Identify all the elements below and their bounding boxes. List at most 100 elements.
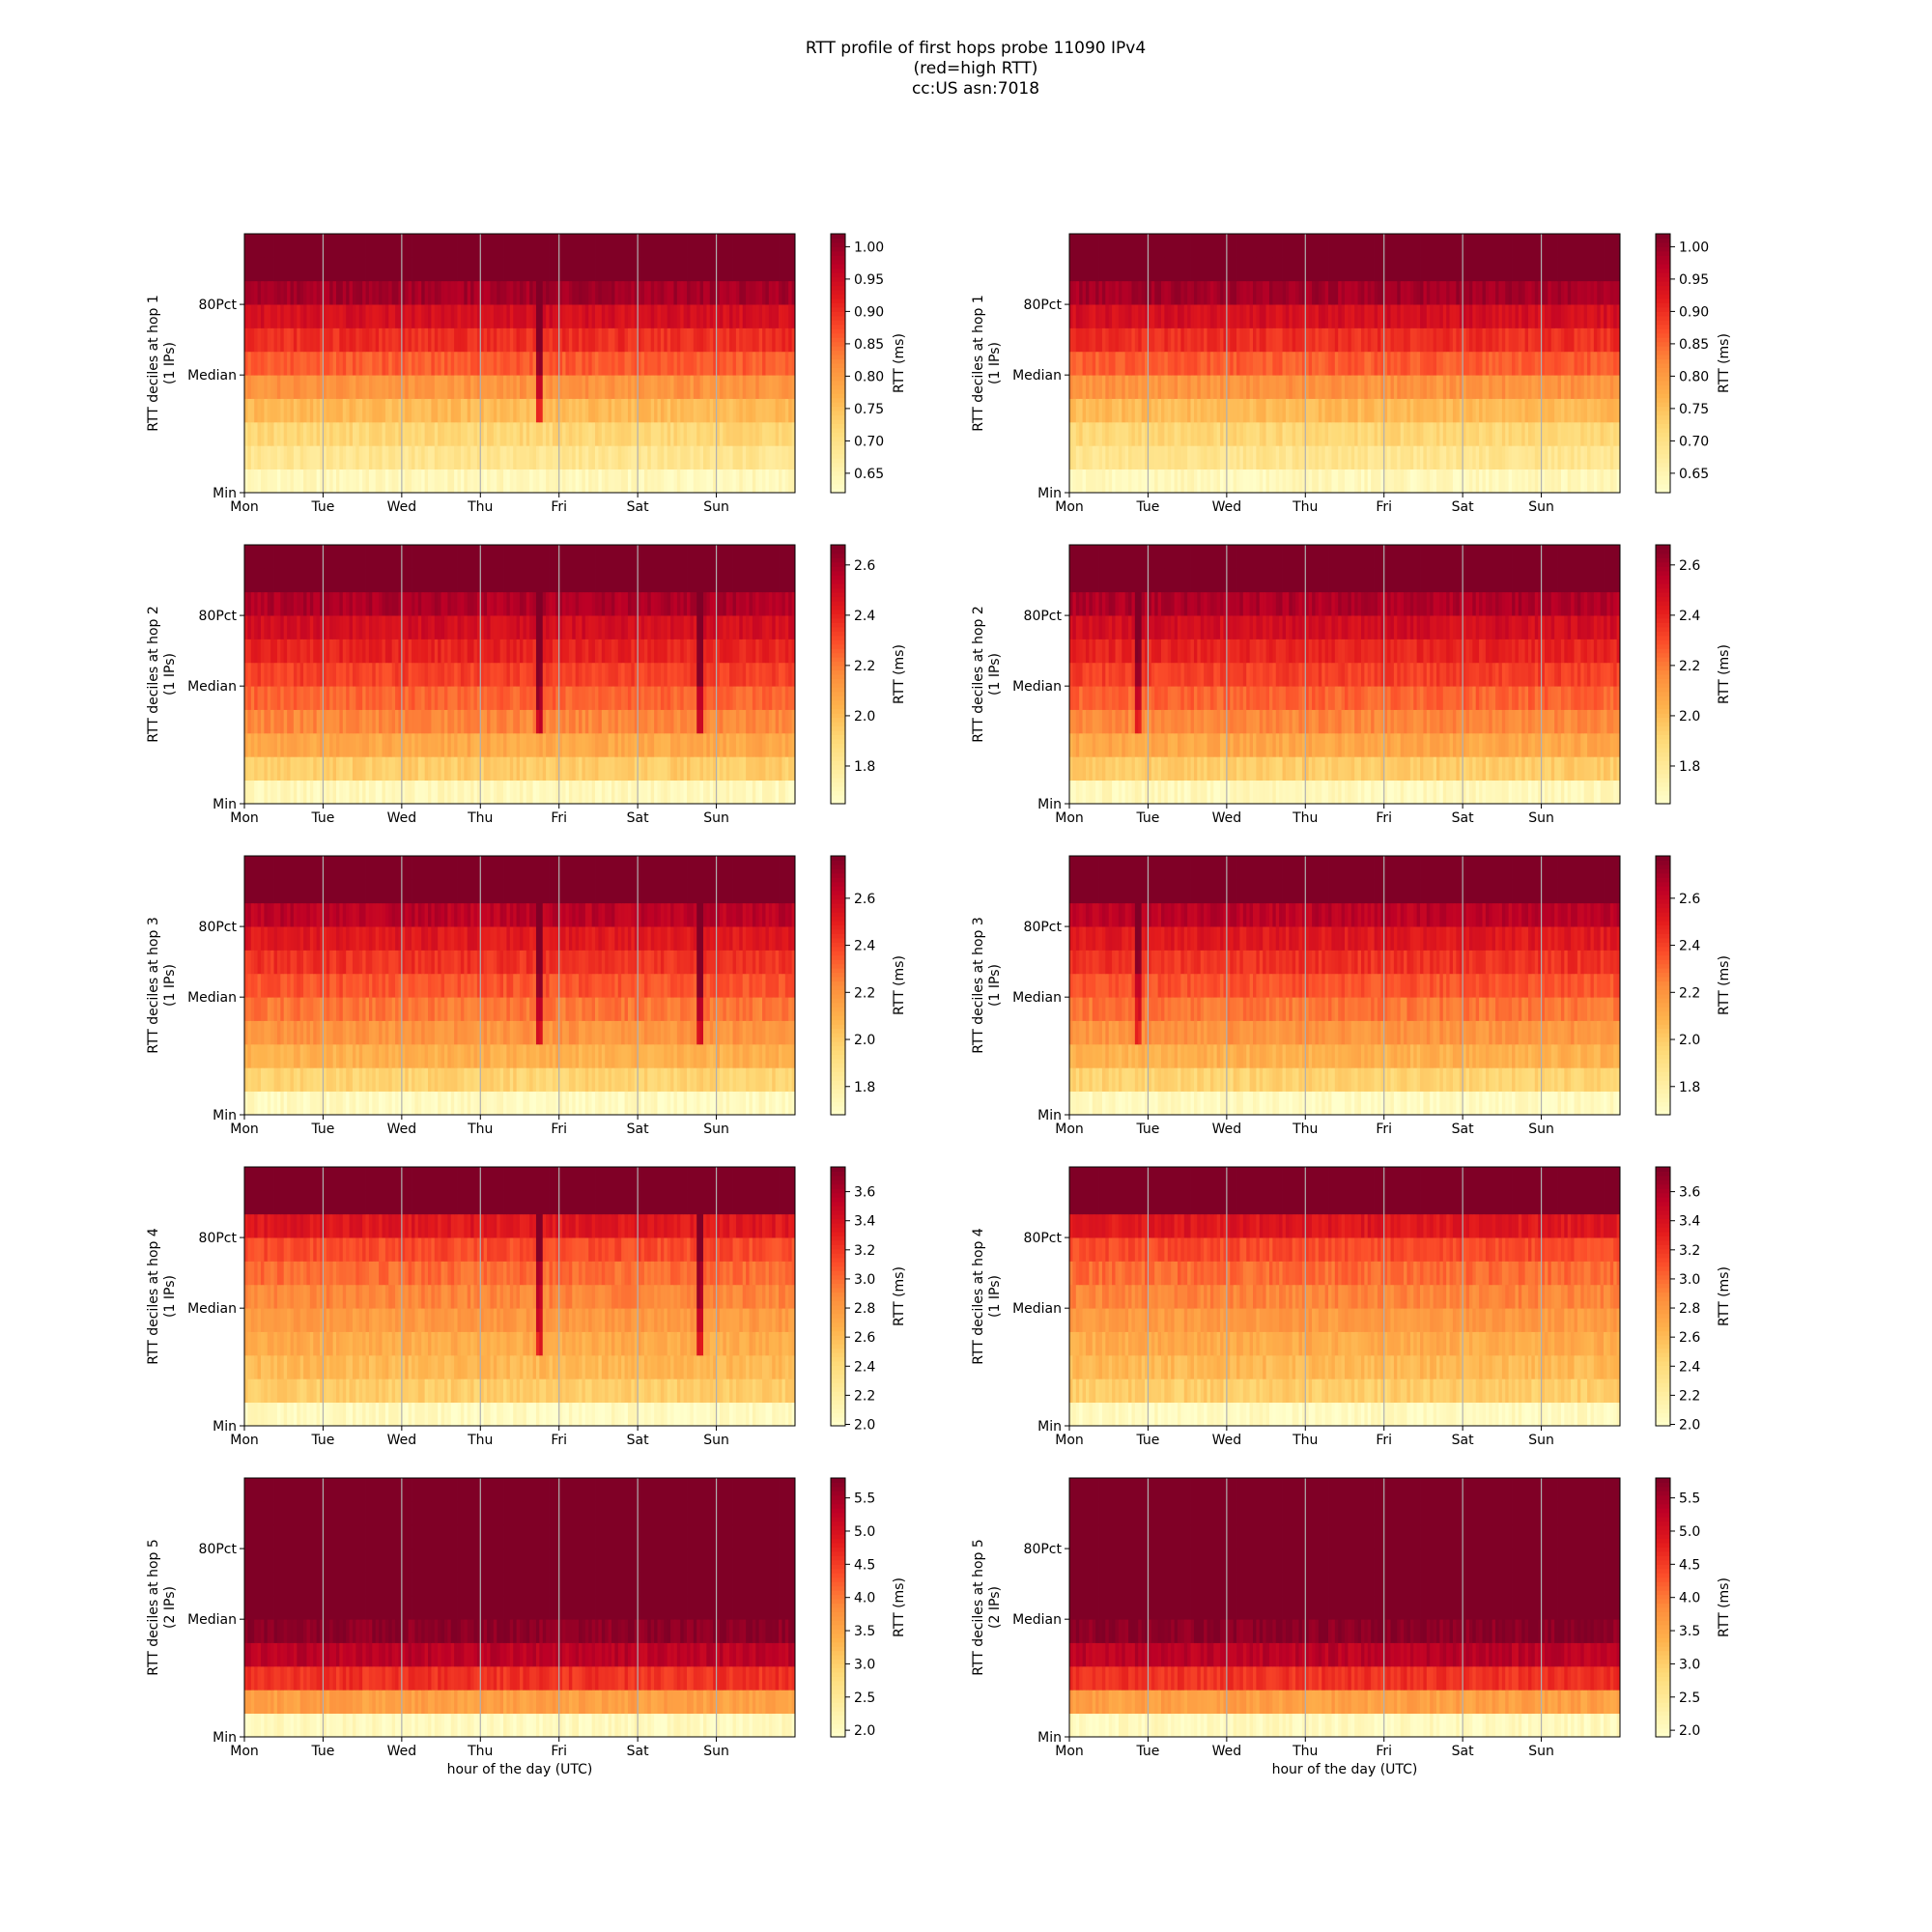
heatmap-cell bbox=[735, 709, 740, 734]
heatmap-cell bbox=[584, 709, 589, 734]
heatmap-cell bbox=[1442, 351, 1447, 376]
heatmap-cell bbox=[417, 445, 422, 470]
heatmap-cell bbox=[473, 469, 478, 494]
heatmap-cell bbox=[584, 234, 589, 258]
heatmap-cell bbox=[1151, 421, 1155, 446]
heatmap-cell bbox=[283, 304, 288, 328]
heatmap-cell bbox=[1459, 234, 1463, 258]
heatmap-cell bbox=[752, 709, 756, 734]
heatmap-cell bbox=[1590, 421, 1595, 446]
heatmap-cell bbox=[412, 469, 415, 494]
heatmap-cell bbox=[1324, 280, 1329, 305]
heatmap-cell bbox=[1220, 469, 1224, 494]
heatmap-cell bbox=[1230, 280, 1235, 305]
heatmap-cell bbox=[1413, 280, 1418, 305]
heatmap-cell bbox=[306, 327, 311, 353]
heatmap-cell bbox=[264, 780, 269, 805]
heatmap-cell bbox=[355, 445, 360, 470]
heatmap-cell bbox=[1207, 280, 1211, 305]
heatmap-cell bbox=[1413, 398, 1418, 423]
heatmap-cell bbox=[1268, 304, 1273, 328]
heatmap-cell bbox=[611, 732, 615, 757]
heatmap-cell bbox=[391, 662, 396, 687]
heatmap-cell bbox=[1436, 469, 1440, 494]
heatmap-cell bbox=[1259, 280, 1264, 305]
colorbar-frame bbox=[830, 233, 846, 494]
heatmap-cell bbox=[1315, 375, 1320, 399]
heatmap-cell bbox=[1468, 445, 1473, 470]
heatmap-cell bbox=[1433, 351, 1437, 376]
heatmap-cell bbox=[601, 280, 606, 305]
heatmap-cell bbox=[247, 445, 252, 470]
heatmap-cell bbox=[1204, 234, 1208, 258]
heatmap-cell bbox=[1387, 375, 1391, 399]
heatmap-cell bbox=[368, 445, 373, 470]
heatmap-cell bbox=[1606, 351, 1611, 376]
heatmap-cell bbox=[1505, 375, 1510, 399]
heatmap-cell bbox=[267, 398, 271, 423]
heatmap-cell bbox=[680, 421, 685, 446]
heatmap-cell bbox=[749, 280, 753, 305]
heatmap-cell bbox=[758, 375, 763, 399]
heatmap-cell bbox=[1433, 327, 1437, 353]
heatmap-cell bbox=[591, 662, 596, 687]
heatmap-cell bbox=[384, 756, 389, 781]
heatmap-cell bbox=[362, 709, 366, 734]
heatmap-cell bbox=[1190, 327, 1195, 353]
heatmap-cell bbox=[401, 469, 406, 494]
heatmap-cell bbox=[264, 398, 269, 423]
heatmap-cell bbox=[1082, 398, 1087, 423]
heatmap-cell bbox=[1230, 398, 1235, 423]
heatmap-cell bbox=[339, 234, 344, 258]
heatmap-cell bbox=[447, 662, 452, 687]
heatmap-cell bbox=[509, 709, 514, 734]
heatmap-cell bbox=[1108, 327, 1113, 353]
heatmap-cell bbox=[605, 234, 609, 258]
heatmap-cell bbox=[762, 469, 766, 494]
heatmap-cell bbox=[535, 469, 540, 494]
heatmap-cell bbox=[1393, 257, 1398, 282]
heatmap-cell bbox=[660, 445, 665, 470]
heatmap-cell bbox=[640, 257, 645, 282]
heatmap-cell bbox=[326, 280, 330, 305]
heatmap-cell bbox=[388, 686, 393, 710]
colorbar-segment bbox=[1656, 264, 1670, 270]
heatmap-cell bbox=[1268, 421, 1273, 446]
heatmap-cell bbox=[526, 421, 530, 446]
heatmap-cell bbox=[1124, 280, 1129, 305]
colorbar-segment bbox=[831, 428, 845, 433]
heatmap-cell bbox=[316, 732, 321, 757]
heatmap-cell bbox=[1259, 421, 1264, 446]
heatmap-cell bbox=[470, 351, 474, 376]
heatmap-cell bbox=[473, 445, 478, 470]
heatmap-cell bbox=[1446, 375, 1450, 399]
heatmap-cell bbox=[398, 257, 403, 282]
heatmap-cell bbox=[355, 639, 360, 664]
heatmap-cell bbox=[440, 662, 445, 687]
heatmap-cell bbox=[1187, 469, 1191, 494]
heatmap-cell bbox=[765, 709, 770, 734]
heatmap-cell bbox=[1406, 327, 1411, 353]
heatmap-cell bbox=[384, 469, 389, 494]
heatmap-cell bbox=[1442, 421, 1447, 446]
heatmap-cell bbox=[467, 662, 471, 687]
heatmap-cell bbox=[614, 375, 619, 399]
heatmap-cell bbox=[1492, 327, 1496, 353]
heatmap-cell bbox=[431, 756, 436, 781]
heatmap-cell bbox=[526, 351, 530, 376]
heatmap-cell bbox=[1289, 257, 1293, 282]
heatmap-cell bbox=[1606, 234, 1611, 258]
heatmap-cell bbox=[443, 234, 448, 258]
heatmap-cell bbox=[670, 304, 674, 328]
heatmap-cell bbox=[601, 327, 606, 353]
heatmap-cell bbox=[667, 351, 671, 376]
heatmap-cell bbox=[346, 280, 350, 305]
heatmap-cell bbox=[1301, 351, 1306, 376]
heatmap-cell bbox=[395, 686, 399, 710]
heatmap-cell bbox=[788, 304, 792, 328]
heatmap-cell bbox=[1498, 398, 1503, 423]
heatmap-cell bbox=[379, 304, 383, 328]
heatmap-cell bbox=[1197, 398, 1202, 423]
heatmap-cell bbox=[1115, 398, 1120, 423]
heatmap-cell bbox=[342, 421, 347, 446]
